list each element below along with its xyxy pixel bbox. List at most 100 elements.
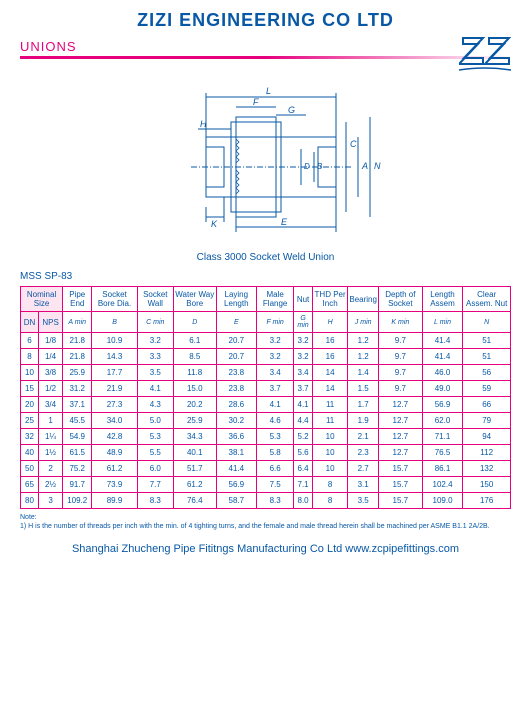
cell: 9.7 bbox=[378, 333, 422, 349]
sym: G min bbox=[294, 312, 313, 333]
cell: 94 bbox=[463, 429, 511, 445]
cell: 1.5 bbox=[348, 381, 379, 397]
cell: 1.9 bbox=[348, 413, 379, 429]
cell: 14 bbox=[312, 365, 348, 381]
cell: 73.9 bbox=[92, 477, 137, 493]
sym: A min bbox=[63, 312, 92, 333]
cell: 3.2 bbox=[137, 333, 173, 349]
cell: 8.3 bbox=[257, 493, 294, 509]
cell: 5.0 bbox=[137, 413, 173, 429]
cell: 8.0 bbox=[294, 493, 313, 509]
cell: 3.2 bbox=[294, 333, 313, 349]
page-footer: Shanghai Zhucheng Pipe Fititngs Manufact… bbox=[20, 543, 511, 555]
cell-dn: 20 bbox=[21, 397, 39, 413]
cell-dn: 25 bbox=[21, 413, 39, 429]
cell: 9.7 bbox=[378, 349, 422, 365]
svg-text:E: E bbox=[281, 217, 288, 227]
cell: 10 bbox=[312, 461, 348, 477]
table-row: 203/437.127.34.320.228.64.14.1111.712.75… bbox=[21, 397, 511, 413]
cell: 3.5 bbox=[137, 365, 173, 381]
cell: 1.4 bbox=[348, 365, 379, 381]
cell: 8 bbox=[312, 477, 348, 493]
cell: 5.2 bbox=[294, 429, 313, 445]
svg-text:L: L bbox=[266, 86, 271, 96]
cell: 20.7 bbox=[216, 333, 256, 349]
table-row: 321¼54.942.85.334.336.65.35.2102.112.771… bbox=[21, 429, 511, 445]
cell: 6.4 bbox=[294, 461, 313, 477]
cell-dn: 10 bbox=[21, 365, 39, 381]
cell: 5.5 bbox=[137, 445, 173, 461]
svg-text:C: C bbox=[350, 139, 357, 149]
cell-nps: 1/2 bbox=[39, 381, 63, 397]
cell: 8.3 bbox=[137, 493, 173, 509]
cell: 41.4 bbox=[216, 461, 256, 477]
cell: 37.1 bbox=[63, 397, 92, 413]
svg-text:A: A bbox=[361, 161, 368, 171]
col-header: Depth of Socket bbox=[378, 287, 422, 312]
section-heading: UNIONS bbox=[20, 39, 511, 54]
cell-nps: 3/4 bbox=[39, 397, 63, 413]
cell: 86.1 bbox=[422, 461, 463, 477]
cell-nps: 1½ bbox=[39, 445, 63, 461]
cell: 14 bbox=[312, 381, 348, 397]
col-header: THD Per Inch bbox=[312, 287, 348, 312]
cell: 10 bbox=[312, 445, 348, 461]
cell: 1.2 bbox=[348, 333, 379, 349]
svg-text:F: F bbox=[253, 97, 259, 107]
cell: 23.8 bbox=[216, 365, 256, 381]
cell: 15.7 bbox=[378, 461, 422, 477]
cell: 16 bbox=[312, 333, 348, 349]
cell: 112 bbox=[463, 445, 511, 461]
col-header: Water Way Bore bbox=[173, 287, 216, 312]
cell: 89.9 bbox=[92, 493, 137, 509]
cell: 79 bbox=[463, 413, 511, 429]
cell: 25.9 bbox=[173, 413, 216, 429]
svg-text:G: G bbox=[288, 105, 295, 115]
svg-text:D: D bbox=[304, 162, 310, 171]
cell: 30.2 bbox=[216, 413, 256, 429]
svg-text:H: H bbox=[200, 119, 207, 129]
cell-nps: 3/8 bbox=[39, 365, 63, 381]
cell: 8.5 bbox=[173, 349, 216, 365]
cell: 12.7 bbox=[378, 429, 422, 445]
cell: 15.7 bbox=[378, 477, 422, 493]
table-row: 81/421.814.33.38.520.73.23.2161.29.741.4… bbox=[21, 349, 511, 365]
cell: 20.2 bbox=[173, 397, 216, 413]
table-row: 151/231.221.94.115.023.83.73.7141.59.749… bbox=[21, 381, 511, 397]
cell-dn: 80 bbox=[21, 493, 39, 509]
cell: 41.4 bbox=[422, 333, 463, 349]
cell: 2.3 bbox=[348, 445, 379, 461]
cell-nps: 2 bbox=[39, 461, 63, 477]
table-body: 61/821.810.93.26.120.73.23.2161.29.741.4… bbox=[21, 333, 511, 509]
cell: 7.7 bbox=[137, 477, 173, 493]
sym: K min bbox=[378, 312, 422, 333]
col-header: Laying Length bbox=[216, 287, 256, 312]
cell-nps: 3 bbox=[39, 493, 63, 509]
col-header: Length Assem bbox=[422, 287, 463, 312]
cell: 6.0 bbox=[137, 461, 173, 477]
cell: 45.5 bbox=[63, 413, 92, 429]
svg-text:K: K bbox=[211, 219, 218, 229]
cell: 2.1 bbox=[348, 429, 379, 445]
cell-nps: 1/8 bbox=[39, 333, 63, 349]
cell: 3.1 bbox=[348, 477, 379, 493]
cell: 59 bbox=[463, 381, 511, 397]
cell: 41.4 bbox=[422, 349, 463, 365]
cell: 3.5 bbox=[348, 493, 379, 509]
cell: 46.0 bbox=[422, 365, 463, 381]
sym: C min bbox=[137, 312, 173, 333]
cell: 11 bbox=[312, 397, 348, 413]
union-diagram: L F G H C A N D B bbox=[20, 67, 511, 247]
cell: 56.9 bbox=[216, 477, 256, 493]
cell-nps: 1 bbox=[39, 413, 63, 429]
nps-header: NPS bbox=[39, 312, 63, 333]
cell-dn: 40 bbox=[21, 445, 39, 461]
table-row: 803109.289.98.376.458.78.38.083.515.7109… bbox=[21, 493, 511, 509]
svg-text:B: B bbox=[317, 162, 323, 171]
cell: 51 bbox=[463, 349, 511, 365]
cell: 62.0 bbox=[422, 413, 463, 429]
cell: 11 bbox=[312, 413, 348, 429]
cell: 176 bbox=[463, 493, 511, 509]
sym: E bbox=[216, 312, 256, 333]
cell: 49.0 bbox=[422, 381, 463, 397]
